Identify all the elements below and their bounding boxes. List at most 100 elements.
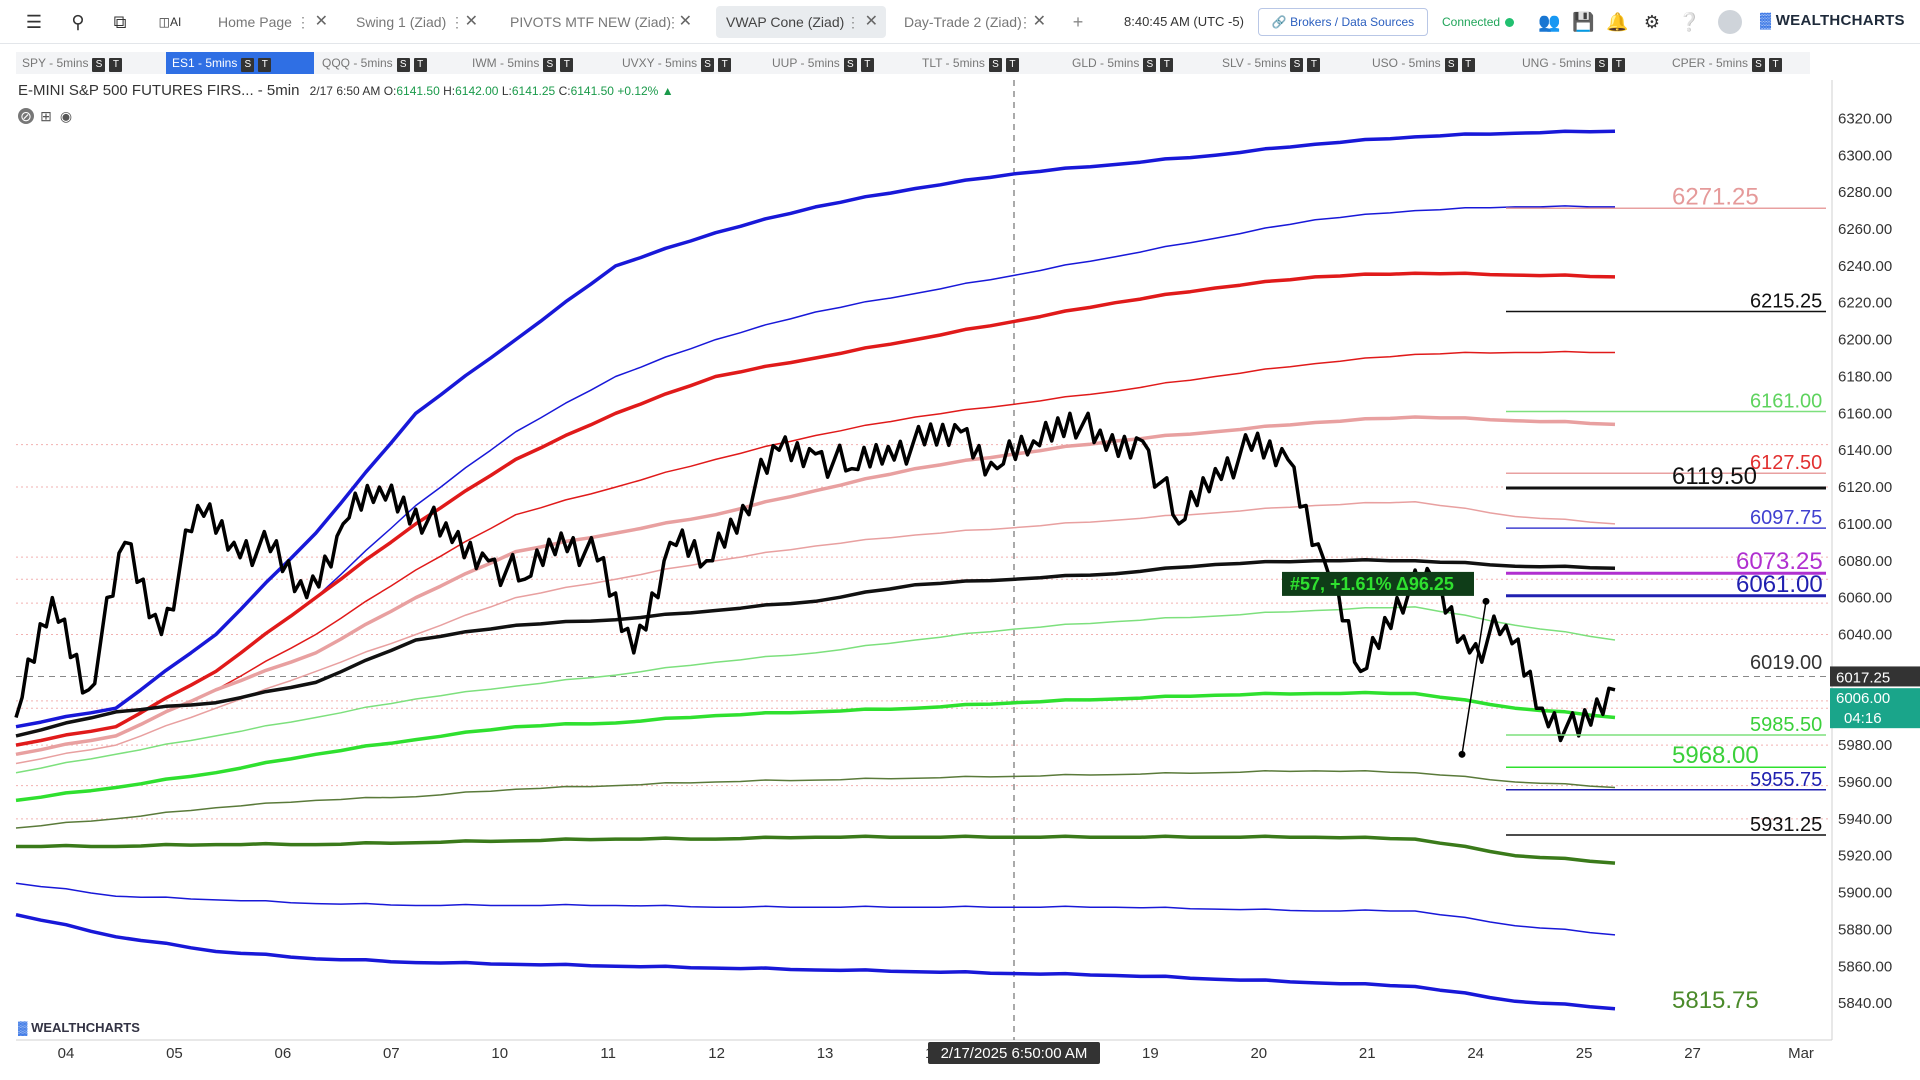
settings-badge[interactable]: S: [701, 58, 715, 72]
avatar[interactable]: [1718, 10, 1742, 34]
y-tick-label: 6080.00: [1838, 553, 1892, 570]
series-line: [15, 690, 1616, 803]
template-badge[interactable]: T: [1307, 58, 1321, 72]
settings-badge[interactable]: S: [1595, 58, 1609, 72]
symbol-tab-slv[interactable]: SLV - 5mins S T: [1216, 52, 1364, 74]
hide-indicators-icon[interactable]: ⊘: [18, 108, 34, 124]
status-dot-icon: [1505, 18, 1515, 27]
layouts-icon[interactable]: ⧉: [113, 12, 127, 32]
high-label: H:: [443, 84, 456, 98]
top-toolbar: ☰ ⚲ ⧉ ◫AI Home Page ⋮ ✕ Swing 1 (Ziad) ⋮…: [0, 0, 1920, 44]
y-tick-label: 5960.00: [1838, 774, 1892, 791]
symbol-tab-ung[interactable]: UNG - 5mins S T: [1516, 52, 1664, 74]
x-tick-label: 05: [166, 1045, 183, 1062]
x-tick-label: Mar: [1788, 1045, 1814, 1062]
template-badge[interactable]: T: [1160, 58, 1174, 72]
expand-icon[interactable]: ⊞: [40, 108, 52, 124]
close-icon[interactable]: ✕: [1032, 13, 1046, 30]
close-value: 6141.50: [570, 84, 614, 98]
symbol-tab-tlt[interactable]: TLT - 5mins S T: [916, 52, 1064, 74]
tab-vwap-cone[interactable]: VWAP Cone (Ziad) ⋮ ✕: [716, 6, 886, 38]
y-tick-label: 6120.00: [1838, 479, 1892, 496]
series-line: [15, 912, 1616, 1011]
brokers-label: Brokers / Data Sources: [1290, 15, 1415, 29]
y-tick-label: 6220.00: [1838, 295, 1892, 312]
settings-badge[interactable]: S: [92, 58, 106, 72]
settings-badge[interactable]: S: [988, 58, 1002, 72]
template-badge[interactable]: T: [109, 58, 123, 72]
x-tick-label: 10: [491, 1045, 508, 1062]
tab-label: Home Page: [218, 14, 292, 30]
tab-menu-icon[interactable]: ⋮: [666, 14, 680, 30]
menu-icon[interactable]: ☰: [25, 12, 43, 32]
tab-label: Swing 1 (Ziad): [356, 14, 447, 30]
template-badge[interactable]: T: [1769, 58, 1783, 72]
settings-badge[interactable]: S: [241, 58, 255, 72]
search-icon[interactable]: ⚲: [71, 12, 85, 32]
settings-badge[interactable]: S: [543, 58, 557, 72]
close-icon[interactable]: ✕: [314, 13, 328, 30]
tab-home-page[interactable]: Home Page ⋮ ✕: [208, 6, 336, 38]
crosshair-price-bg: [1830, 666, 1920, 687]
gear-icon[interactable]: ⚙: [1643, 12, 1661, 32]
last-price-label: 6006.00: [1836, 690, 1890, 707]
y-tick-label: 6300.00: [1838, 147, 1892, 164]
template-badge[interactable]: T: [258, 58, 272, 72]
watermark-text: WEALTHCHARTS: [31, 1020, 140, 1035]
settings-badge[interactable]: S: [1444, 58, 1458, 72]
eye-icon[interactable]: ◉: [59, 108, 73, 124]
settings-badge[interactable]: S: [843, 58, 857, 72]
help-icon[interactable]: ❔: [1678, 12, 1701, 32]
settings-badge[interactable]: S: [1752, 58, 1766, 72]
tab-menu-icon[interactable]: ⋮: [1018, 14, 1032, 30]
close-icon[interactable]: ✕: [864, 13, 878, 30]
notifications-icon[interactable]: 🔔: [1606, 12, 1629, 32]
symbol-tab-es1[interactable]: ES1 - 5mins S T: [166, 52, 314, 74]
series-line: [15, 882, 1616, 936]
template-badge[interactable]: T: [413, 58, 427, 72]
y-tick-label: 5900.00: [1838, 885, 1892, 902]
template-badge[interactable]: T: [860, 58, 874, 72]
tab-menu-icon[interactable]: ⋮: [296, 14, 310, 30]
symbol-tab-iwm[interactable]: IWM - 5mins S T: [466, 52, 614, 74]
add-tab-button[interactable]: +: [1072, 12, 1084, 32]
symbol-tab-gld[interactable]: GLD - 5mins S T: [1066, 52, 1214, 74]
symbol-tab-cper[interactable]: CPER - 5mins S T: [1666, 52, 1810, 74]
close-icon[interactable]: ✕: [464, 13, 478, 30]
brokers-button[interactable]: 🔗 Brokers / Data Sources: [1258, 8, 1428, 36]
ai-assistant-button[interactable]: ◫AI: [158, 15, 182, 29]
template-badge[interactable]: T: [560, 58, 574, 72]
settings-badge[interactable]: S: [1290, 58, 1304, 72]
symbol-label: ES1 - 5mins: [172, 56, 238, 70]
symbol-tab-qqq[interactable]: QQQ - 5mins S T: [316, 52, 464, 74]
level-label: 6127.50: [1750, 452, 1822, 474]
tab-swing-1[interactable]: Swing 1 (Ziad) ⋮ ✕: [346, 6, 486, 38]
symbol-label: UUP - 5mins: [772, 56, 840, 70]
level-label: 5931.25: [1750, 814, 1822, 836]
symbol-label: IWM - 5mins: [472, 56, 540, 70]
tab-menu-icon[interactable]: ⋮: [846, 14, 860, 30]
symbol-tab-uso[interactable]: USO - 5mins S T: [1366, 52, 1514, 74]
up-arrow-icon: ▲: [658, 84, 674, 98]
users-icon[interactable]: 👥: [1538, 12, 1561, 32]
symbol-tab-uup[interactable]: UUP - 5mins S T: [766, 52, 914, 74]
template-badge[interactable]: T: [718, 58, 732, 72]
tab-day-trade-2[interactable]: Day-Trade 2 (Ziad) ⋮ ✕: [894, 6, 1054, 38]
settings-badge[interactable]: S: [1143, 58, 1157, 72]
template-badge[interactable]: T: [1612, 58, 1626, 72]
symbol-tab-uvxy[interactable]: UVXY - 5mins S T: [616, 52, 764, 74]
template-badge[interactable]: T: [1005, 58, 1019, 72]
trade-line: [1461, 601, 1487, 755]
settings-badge[interactable]: S: [396, 58, 410, 72]
close-icon[interactable]: ✕: [678, 13, 692, 30]
save-icon[interactable]: 💾: [1572, 12, 1595, 32]
y-tick-label: 5860.00: [1838, 958, 1892, 975]
tab-pivots-mtf[interactable]: PIVOTS MTF NEW (Ziad) ⋮ ✕: [500, 6, 700, 38]
template-badge[interactable]: T: [1461, 58, 1475, 72]
x-tick-label: 19: [1142, 1045, 1159, 1062]
tab-menu-icon[interactable]: ⋮: [450, 14, 464, 30]
symbol-tab-spy[interactable]: SPY - 5mins S T: [16, 52, 164, 74]
y-tick-label: 5980.00: [1838, 737, 1892, 754]
high-value: 6142.00: [455, 84, 499, 98]
